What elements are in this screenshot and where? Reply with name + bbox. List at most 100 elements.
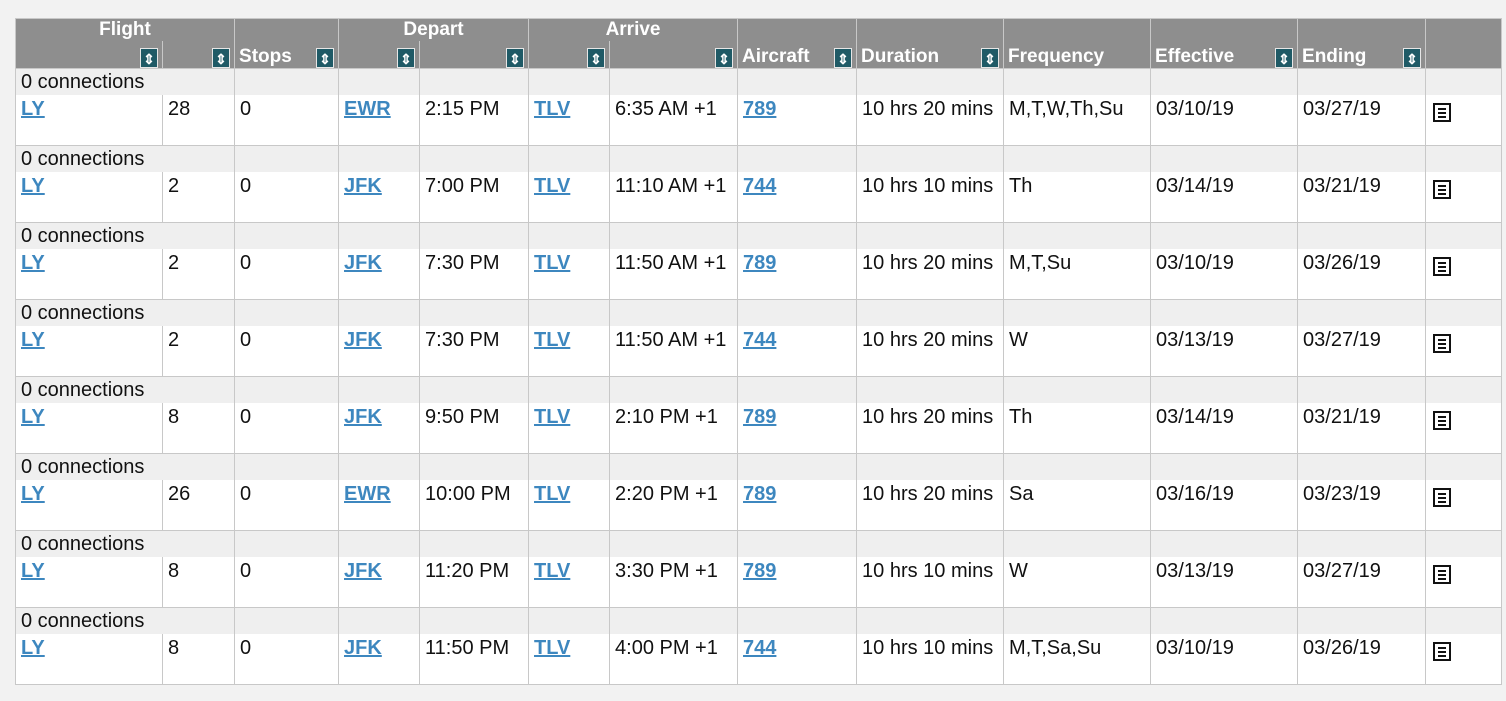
sort-arrows-icon[interactable]: ⇕ bbox=[587, 48, 606, 68]
airline-link[interactable]: LY bbox=[21, 406, 45, 428]
duration: 10 hrs 10 mins bbox=[856, 172, 1005, 223]
flight-details-icon[interactable] bbox=[1433, 642, 1452, 661]
frequency: Sa bbox=[1003, 480, 1152, 531]
sort-arrows-icon[interactable]: ⇕ bbox=[397, 48, 416, 68]
connections-cell bbox=[1297, 68, 1427, 95]
arrive-airport-link[interactable]: TLV bbox=[534, 637, 571, 659]
flight-details-icon[interactable] bbox=[1433, 334, 1452, 353]
sort-arrows-icon[interactable]: ⇕ bbox=[981, 47, 1000, 68]
aircraft-cell: 789 bbox=[737, 557, 858, 608]
flight-details-icon[interactable] bbox=[1433, 180, 1452, 199]
aircraft-link[interactable]: 789 bbox=[743, 406, 777, 428]
depart-airport-link[interactable]: JFK bbox=[344, 252, 382, 274]
arrive-airport-link[interactable]: TLV bbox=[534, 252, 571, 274]
connections-label: 0 connections bbox=[14, 376, 236, 403]
depart-airport-link[interactable]: JFK bbox=[344, 329, 382, 351]
flight-row: LY 2 0 JFK 7:30 PM TLV 11:50 AM +1 744 1… bbox=[15, 326, 1503, 377]
airline-link[interactable]: LY bbox=[21, 98, 45, 120]
connections-cell bbox=[1003, 530, 1152, 557]
depart-time: 11:20 PM bbox=[419, 557, 530, 608]
connections-cell bbox=[338, 376, 421, 403]
ending-date: 03/26/19 bbox=[1297, 634, 1427, 685]
connections-cell bbox=[528, 607, 611, 634]
sort-arrows-icon[interactable]: ⇕ bbox=[834, 47, 853, 68]
flight-details-icon[interactable] bbox=[1433, 103, 1452, 122]
airline-link[interactable]: LY bbox=[21, 175, 45, 197]
depart-airport-cell: JFK bbox=[338, 172, 421, 223]
connections-cell bbox=[234, 607, 340, 634]
aircraft-link[interactable]: 789 bbox=[743, 483, 777, 505]
ending-date: 03/27/19 bbox=[1297, 326, 1427, 377]
arrive-airport-link[interactable]: TLV bbox=[534, 483, 571, 505]
connections-cell bbox=[1425, 68, 1503, 95]
flight-details-icon[interactable] bbox=[1433, 565, 1452, 584]
arrive-airport-link[interactable]: TLV bbox=[534, 560, 571, 582]
sort-arrows-icon[interactable]: ⇕ bbox=[715, 48, 734, 68]
sort-arrive-time: ⇕ bbox=[609, 41, 739, 69]
depart-airport-cell: EWR bbox=[338, 480, 421, 531]
depart-airport-cell: JFK bbox=[338, 557, 421, 608]
sort-arrows-icon[interactable]: ⇕ bbox=[506, 48, 525, 68]
header-aircraft-top bbox=[737, 18, 858, 41]
connections-cell bbox=[234, 68, 340, 95]
duration: 10 hrs 20 mins bbox=[856, 249, 1005, 300]
arrive-airport-cell: TLV bbox=[528, 172, 611, 223]
connections-cell bbox=[609, 607, 739, 634]
arrive-airport-link[interactable]: TLV bbox=[534, 175, 571, 197]
sort-arrows-icon[interactable]: ⇕ bbox=[1403, 47, 1422, 68]
aircraft-link[interactable]: 744 bbox=[743, 329, 777, 351]
depart-airport-cell: JFK bbox=[338, 249, 421, 300]
arrive-airport-link[interactable]: TLV bbox=[534, 406, 571, 428]
connections-cell bbox=[1003, 222, 1152, 249]
arrive-time: 11:10 AM +1 bbox=[609, 172, 739, 223]
airline-link[interactable]: LY bbox=[21, 483, 45, 505]
airline-link[interactable]: LY bbox=[21, 560, 45, 582]
header-details-top bbox=[1425, 18, 1503, 41]
connections-cell bbox=[234, 299, 340, 326]
aircraft-link[interactable]: 789 bbox=[743, 560, 777, 582]
header-duration: Duration ⇕ bbox=[856, 41, 1005, 69]
depart-airport-link[interactable]: JFK bbox=[344, 406, 382, 428]
header-flight-label: Flight bbox=[99, 19, 151, 40]
airline-link[interactable]: LY bbox=[21, 252, 45, 274]
connections-cell bbox=[609, 68, 739, 95]
connections-cell bbox=[856, 68, 1005, 95]
airline-link[interactable]: LY bbox=[21, 637, 45, 659]
depart-airport-link[interactable]: JFK bbox=[344, 560, 382, 582]
flight-details-icon[interactable] bbox=[1433, 411, 1452, 430]
aircraft-link[interactable]: 789 bbox=[743, 98, 777, 120]
sort-arrows-icon[interactable]: ⇕ bbox=[212, 48, 231, 68]
arrive-airport-link[interactable]: TLV bbox=[534, 329, 571, 351]
sort-arrows-icon[interactable]: ⇕ bbox=[316, 47, 335, 68]
aircraft-link[interactable]: 744 bbox=[743, 175, 777, 197]
connections-cell bbox=[1425, 607, 1503, 634]
connections-label: 0 connections bbox=[14, 222, 236, 249]
sort-arrows-icon[interactable]: ⇕ bbox=[1275, 47, 1294, 68]
connections-label: 0 connections bbox=[14, 453, 236, 480]
connections-cell bbox=[338, 222, 421, 249]
flight-schedule: Flight Depart Arrive ⇕ ⇕ Stops ⇕ ⇕ ⇕ ⇕ ⇕ … bbox=[14, 18, 1503, 685]
table-header: Flight Depart Arrive ⇕ ⇕ Stops ⇕ ⇕ ⇕ ⇕ ⇕ … bbox=[14, 18, 1503, 69]
ending-date: 03/21/19 bbox=[1297, 403, 1427, 454]
aircraft-cell: 789 bbox=[737, 403, 858, 454]
depart-airport-link[interactable]: EWR bbox=[344, 483, 391, 505]
connections-cell bbox=[737, 145, 858, 172]
aircraft-link[interactable]: 789 bbox=[743, 252, 777, 274]
connections-cell bbox=[1150, 376, 1299, 403]
airline-link[interactable]: LY bbox=[21, 329, 45, 351]
stops-value: 0 bbox=[234, 480, 340, 531]
depart-airport-link[interactable]: EWR bbox=[344, 98, 391, 120]
depart-airport-link[interactable]: JFK bbox=[344, 175, 382, 197]
sort-arrows-icon[interactable]: ⇕ bbox=[140, 48, 158, 68]
depart-airport-link[interactable]: JFK bbox=[344, 637, 382, 659]
connections-row: 0 connections bbox=[14, 453, 1503, 480]
flight-number: 2 bbox=[161, 249, 236, 300]
ending-date: 03/27/19 bbox=[1297, 557, 1427, 608]
connections-cell bbox=[234, 376, 340, 403]
aircraft-link[interactable]: 744 bbox=[743, 637, 777, 659]
arrive-airport-link[interactable]: TLV bbox=[534, 98, 571, 120]
connections-cell bbox=[737, 68, 858, 95]
flight-details-icon[interactable] bbox=[1433, 257, 1452, 276]
airline-cell: LY bbox=[15, 634, 163, 685]
flight-details-icon[interactable] bbox=[1433, 488, 1452, 507]
